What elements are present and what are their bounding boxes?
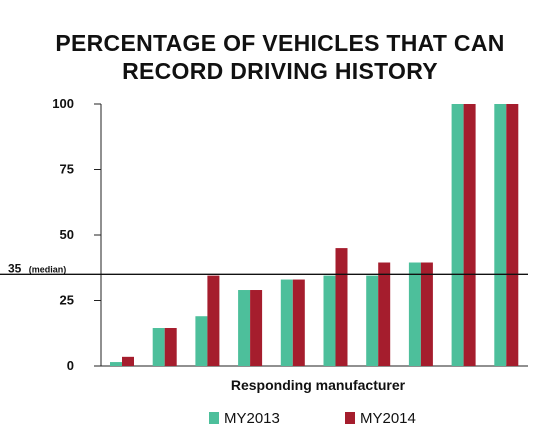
bar-my2013-6 [323, 275, 336, 366]
median-note: (median) [29, 264, 67, 274]
bar-my2013-10 [494, 104, 507, 366]
y-tick-label: 0 [67, 358, 74, 373]
y-tick-label: 50 [60, 227, 74, 242]
y-tick-label: 25 [60, 293, 74, 308]
bar-my2013-5 [280, 279, 293, 366]
legend-label-my2013: MY2013 [224, 410, 280, 427]
bar-my2014-2 [164, 328, 177, 366]
bar-my2014-8 [420, 262, 433, 366]
bar-my2013-9 [451, 104, 464, 366]
bar-my2013-3 [195, 316, 208, 366]
y-tick-label: 100 [52, 96, 74, 111]
chart-title-line-1: PERCENTAGE OF VEHICLES THAT CAN [55, 30, 504, 56]
median-value: 35 [8, 261, 22, 275]
bar-my2013-1 [110, 362, 122, 366]
bar-my2014-3 [207, 275, 220, 366]
bar-my2014-9 [463, 104, 476, 366]
legend-swatch-my2014 [345, 412, 355, 424]
x-axis-label: Responding manufacturer [231, 377, 406, 393]
bar-my2014-10 [506, 104, 519, 366]
legend-swatch-my2013 [209, 412, 219, 424]
legend: MY2013 MY2014 [209, 410, 416, 427]
bar-my2014-6 [335, 248, 348, 366]
bar-my2014-4 [250, 290, 263, 366]
y-tick-label: 75 [60, 162, 74, 177]
median-label: 35 (median) [8, 261, 66, 275]
chart-title-line-2: RECORD DRIVING HISTORY [122, 58, 438, 84]
bar-layer [110, 104, 519, 366]
bar-my2014-5 [292, 279, 305, 366]
bar-my2014-7 [378, 262, 391, 366]
bar-my2013-8 [408, 262, 421, 366]
bar-my2014-1 [122, 356, 134, 366]
bar-my2013-2 [152, 328, 165, 366]
bar-my2013-4 [238, 290, 251, 366]
legend-label-my2014: MY2014 [360, 410, 416, 427]
bar-my2013-7 [366, 275, 379, 366]
